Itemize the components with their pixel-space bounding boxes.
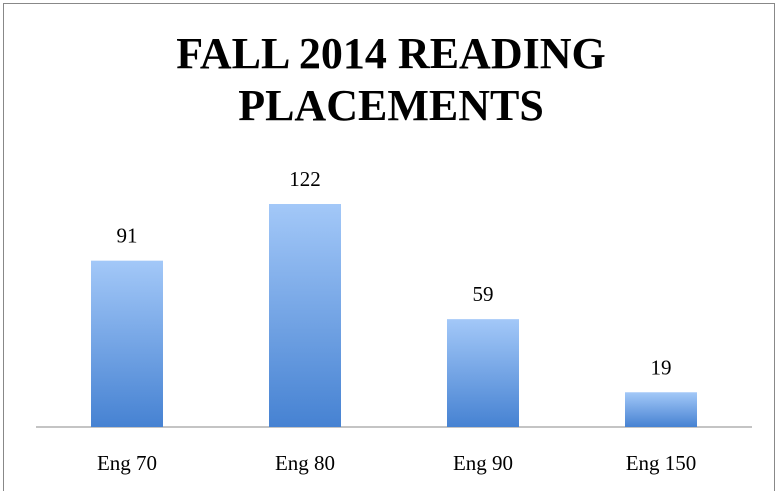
bar [447,319,519,427]
chart-frame [3,3,775,491]
data-label: 122 [289,167,321,191]
data-label: 91 [117,224,138,248]
bar [91,260,163,427]
x-tick-label: Eng 90 [453,451,513,475]
data-label: 19 [651,355,672,379]
x-tick-label: Eng 70 [97,451,157,475]
x-tick-label: Eng 150 [626,451,697,475]
bar [269,204,341,427]
bar [625,392,697,427]
chart-title: FALL 2014 READING PLACEMENTS [176,29,606,130]
x-tick-label: Eng 80 [275,451,335,475]
data-label: 59 [473,282,494,306]
